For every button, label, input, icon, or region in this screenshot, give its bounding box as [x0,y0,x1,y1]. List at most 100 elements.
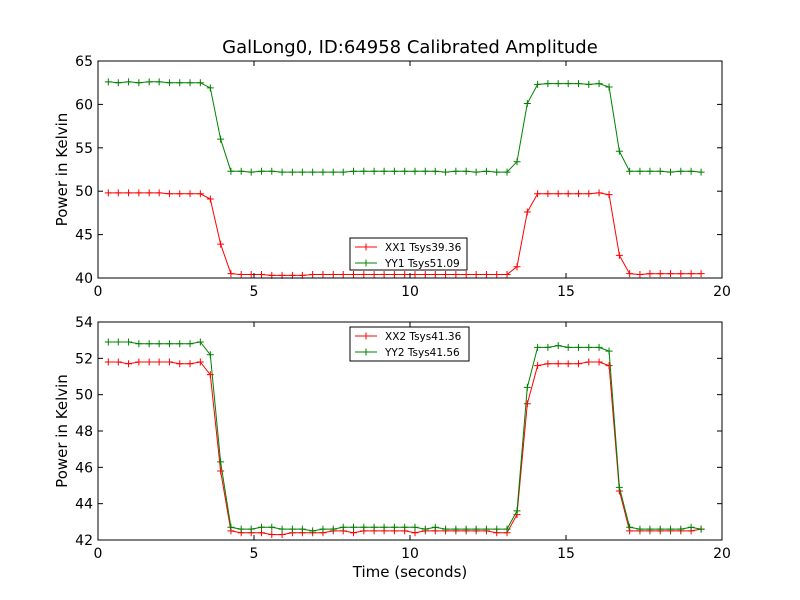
x-tick-label: 0 [94,284,103,300]
y-tick-label: 46 [75,460,93,476]
data-point [574,360,582,368]
data-point [401,523,409,531]
data-point [503,271,511,279]
x-tick-label: 20 [713,546,731,562]
x-tick-label: 10 [401,284,419,300]
data-point [196,338,204,346]
legend-label: YY2 Tsys41.56 [384,347,460,359]
data-point [523,100,531,108]
data-point [421,167,429,175]
data-point [462,167,470,175]
y-tick-label: 42 [75,533,93,549]
data-point [360,167,368,175]
data-point [697,168,705,176]
data-point [165,358,173,366]
data-point [380,167,388,175]
data-point [186,190,194,198]
data-point [288,525,296,533]
data-point [227,270,235,278]
data-point [145,78,153,86]
data-point [646,525,654,533]
data-point [196,79,204,87]
x-axis-label: Time (seconds) [352,563,468,581]
data-point [697,270,705,278]
data-point [615,251,623,259]
data-point [431,271,439,279]
data-point [482,167,490,175]
data-point [667,168,675,176]
data-point [574,190,582,198]
data-point [636,271,644,279]
data-point [268,523,276,531]
data-point [278,525,286,533]
x-tick-label: 15 [557,284,575,300]
data-point [677,167,685,175]
data-point [513,263,521,271]
data-point [595,189,603,197]
data-point [176,190,184,198]
data-point [350,523,358,531]
data-point [125,338,133,346]
data-point [667,525,675,533]
data-point [677,270,685,278]
data-point [155,189,163,197]
data-point [554,360,562,368]
data-point [329,168,337,176]
data-point [104,189,112,197]
data-point [370,523,378,531]
data-point [667,270,675,278]
data-point [626,167,634,175]
data-point [114,189,122,197]
data-point [339,523,347,531]
data-point [339,168,347,176]
legend: XX2 Tsys41.36 YY2 Tsys41.56 [349,326,470,362]
x-tick-label: 5 [250,284,259,300]
y-tick-label: 50 [75,184,93,200]
legend-label: YY1 Tsys51.09 [384,258,460,270]
data-point [636,525,644,533]
data-point [114,338,122,346]
data-point [656,525,664,533]
data-point [411,167,419,175]
data-point [227,523,235,531]
data-point [564,80,572,88]
data-point [237,271,245,279]
data-point [360,523,368,531]
data-point [176,360,184,368]
data-point [482,271,490,279]
data-point [135,189,143,197]
data-point [114,79,122,87]
data-point [145,340,153,348]
data-point [421,525,429,533]
legend-box [349,326,470,362]
data-point [339,271,347,279]
data-point [186,79,194,87]
legend-label: XX2 Tsys41.36 [385,331,462,343]
data-point [574,343,582,351]
data-point [656,270,664,278]
data-point [176,79,184,87]
data-point [350,167,358,175]
data-point [554,342,562,350]
data-point [493,168,501,176]
data-point [186,340,194,348]
y-tick-label: 44 [75,497,93,513]
data-point [196,190,204,198]
data-point [288,168,296,176]
data-point [135,340,143,348]
data-point [452,525,460,533]
y-tick-label: 55 [75,141,93,157]
y-axis-label: Power in Kelvin [53,113,71,227]
data-point [155,78,163,86]
data-point [503,168,511,176]
data-point [145,189,153,197]
data-point [687,270,695,278]
data-point [268,167,276,175]
data-point [677,525,685,533]
data-point [309,271,317,279]
data-point [247,168,255,176]
data-point [697,525,705,533]
data-point [309,168,317,176]
